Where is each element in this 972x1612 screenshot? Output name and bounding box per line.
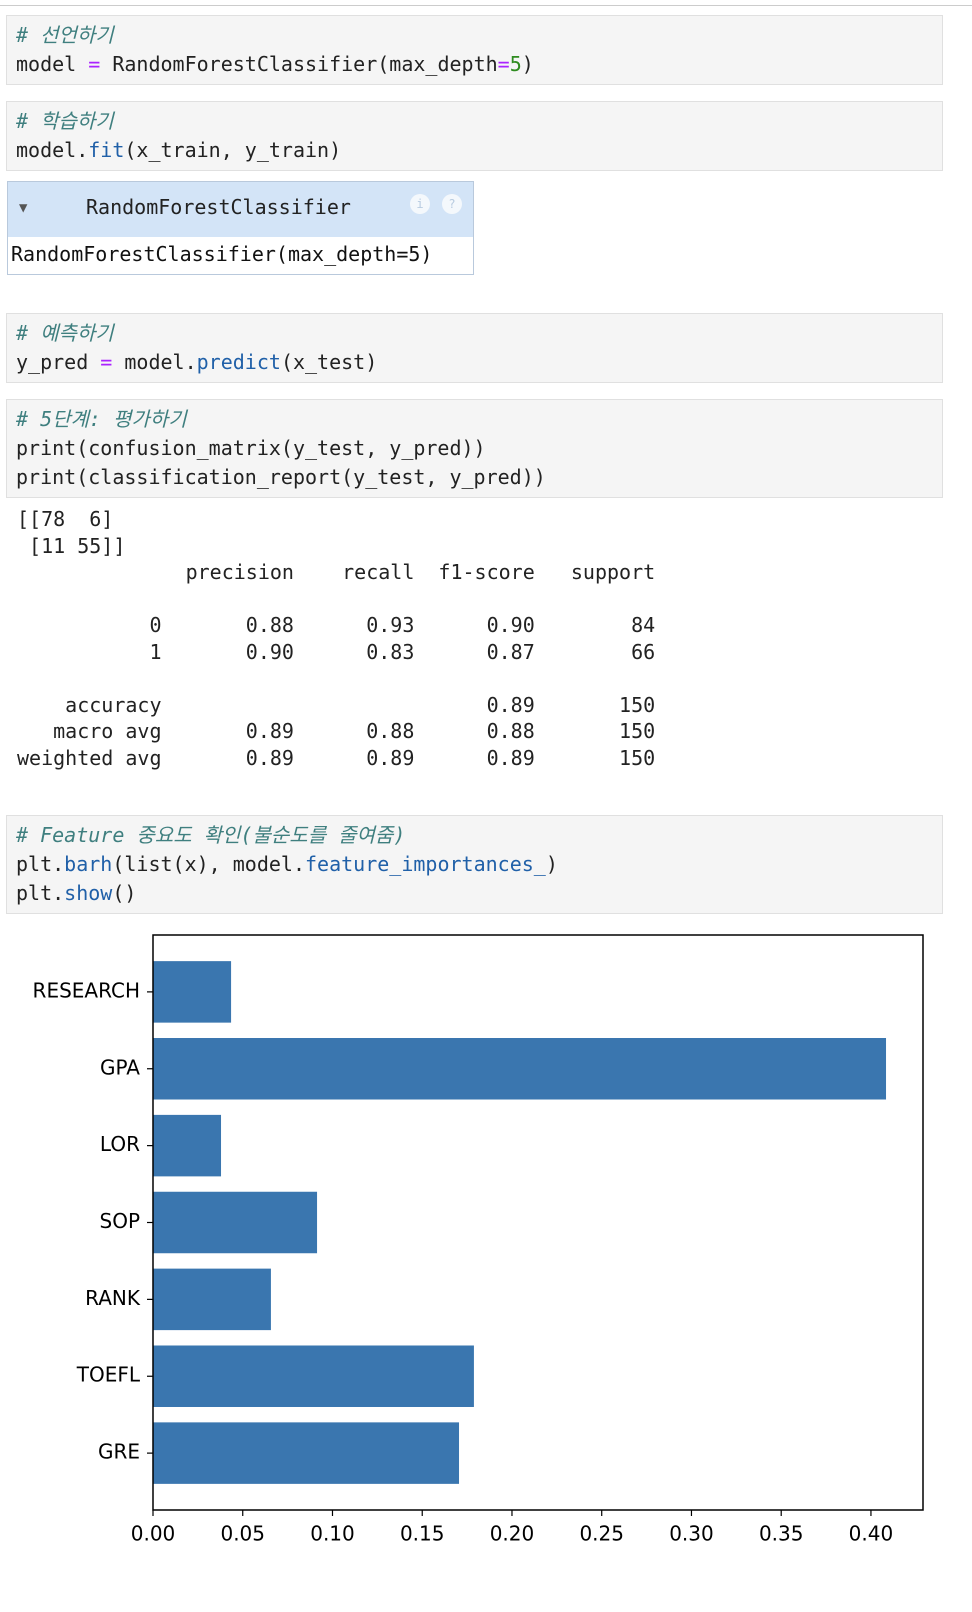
x-tick-label: 0.05 (220, 1522, 265, 1546)
code-cell[interactable]: # 선언하기 model = RandomForestClassifier(max… (6, 15, 943, 85)
x-tick-label: 0.10 (310, 1522, 355, 1546)
x-tick-label: 0.00 (131, 1522, 176, 1546)
widget-header[interactable]: ▼ RandomForestClassifier i ? (8, 182, 473, 237)
bar (153, 1114, 222, 1177)
y-tick-label: TOEFL (76, 1363, 141, 1387)
plot-frame (152, 934, 924, 1511)
y-tick-label: SOP (100, 1209, 141, 1233)
operator: = (497, 52, 510, 76)
code-line: # 선언하기 (16, 23, 114, 47)
bar (153, 1345, 474, 1407)
code-cell[interactable]: # 학습하기 model.fit(x_train, y_train) (6, 101, 943, 171)
x-tick-label: 0.25 (579, 1522, 624, 1546)
x-tick-label: 0.20 (490, 1522, 535, 1546)
bar (153, 961, 232, 1023)
bar (153, 1268, 271, 1331)
operator: = (100, 350, 113, 374)
operator: = (88, 52, 101, 76)
widget: ▼ RandomForestClassifier i ? RandomFores… (7, 181, 474, 275)
code-cell[interactable]: # Feature 중요도 확인(불순도를 줄여줌) plt.barh(list(… (6, 815, 943, 914)
y-tick-label: GRE (98, 1440, 140, 1464)
code-line: plt.barh(list(x), model.feature_importan… (16, 852, 558, 876)
code-line: plt.show() (16, 881, 137, 905)
bar (153, 1422, 460, 1484)
text-output: [[78 6] [11 55]] precision recall f1-sco… (17, 507, 656, 770)
bar (153, 1191, 318, 1254)
y-tick-label: RESEARCH (33, 978, 140, 1002)
code-line: y_pred = model.predict(x_test) (16, 350, 378, 374)
widget-title: RandomForestClassifier (86, 195, 351, 219)
code-line: print(classification_report(y_test, y_pr… (16, 465, 546, 489)
collapse-arrow: ▼ (19, 200, 28, 216)
code-line: model.fit(x_train, y_train) (16, 138, 342, 162)
code-line: # 학습하기 (16, 109, 114, 133)
y-tick-label: RANK (85, 1286, 141, 1310)
x-tick-label: 0.30 (669, 1522, 714, 1546)
code-cell[interactable]: # 5단계: 평가하기 print(confusion_matrix(y_test… (6, 399, 943, 498)
attribute: barh (64, 852, 113, 876)
code-line: # 예측하기 (16, 321, 114, 345)
x-tick-label: 0.40 (849, 1522, 894, 1546)
help-icon[interactable]: ? (442, 194, 462, 214)
x-tick-label: 0.35 (759, 1522, 804, 1546)
code-line: # 5단계: 평가하기 (16, 407, 187, 431)
y-tick-label: LOR (100, 1132, 140, 1156)
attribute: fit (88, 138, 125, 162)
attribute: predict (196, 350, 281, 374)
code-cell[interactable]: # 예측하기 y_pred = model.predict(x_test) (6, 313, 943, 383)
code-line: model = RandomForestClassifier(max_depth… (16, 52, 534, 76)
code-line: # Feature 중요도 확인(불순도를 줄여줌) (16, 823, 406, 847)
number: 5 (509, 52, 522, 76)
widget-body: RandomForestClassifier(max_depth=5) (11, 242, 433, 266)
attribute: show (64, 881, 113, 905)
top-rule (0, 5, 972, 6)
code-line: print(confusion_matrix(y_test, y_pred)) (16, 436, 486, 460)
bar (153, 1038, 887, 1100)
x-tick-label: 0.15 (400, 1522, 445, 1546)
attribute: feature_importances_ (305, 852, 546, 876)
info-icon[interactable]: i (410, 194, 430, 214)
y-tick-label: GPA (100, 1055, 140, 1079)
